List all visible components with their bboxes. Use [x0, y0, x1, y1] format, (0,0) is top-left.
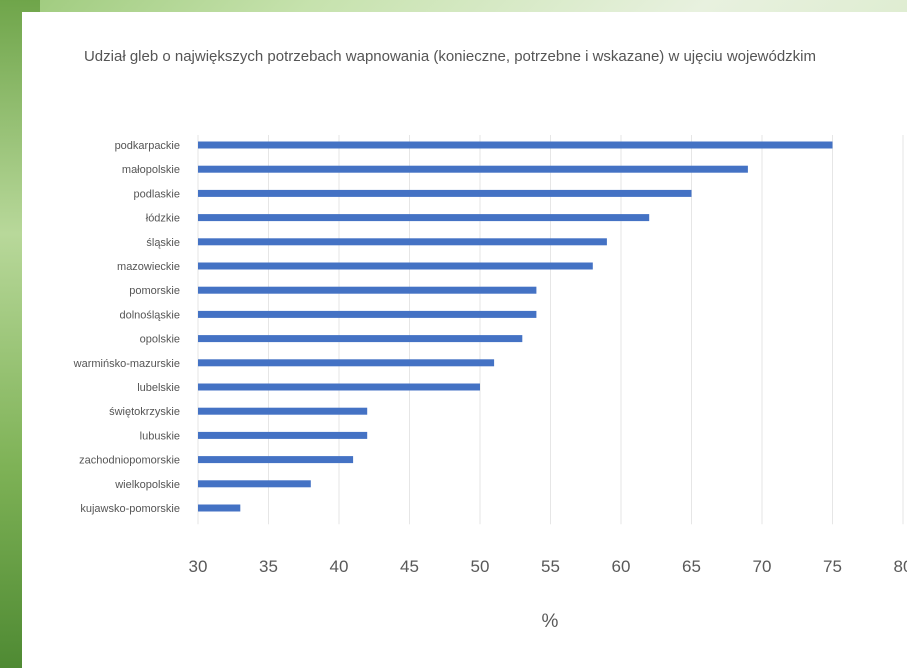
y-category-label: świętokrzyskie	[109, 406, 180, 418]
y-category-label: opolskie	[140, 334, 180, 346]
x-tick-label: 65	[682, 557, 701, 576]
bar	[198, 262, 593, 270]
bar	[198, 504, 241, 512]
bar	[198, 141, 833, 149]
bar	[198, 456, 354, 464]
x-tick-label: 50	[471, 557, 490, 576]
x-tick-label: 45	[400, 557, 419, 576]
x-tick-label: 75	[823, 557, 842, 576]
y-category-label: wielkopolskie	[114, 479, 180, 491]
bar	[198, 335, 523, 343]
y-category-label: lubelskie	[137, 382, 180, 394]
x-tick-label: 30	[189, 557, 208, 576]
y-category-label: śląskie	[146, 237, 180, 249]
bar	[198, 480, 311, 488]
y-category-label: dolnośląskie	[119, 309, 180, 321]
x-axis-title: %	[542, 611, 559, 632]
x-tick-label: 70	[753, 557, 772, 576]
y-category-label: zachodniopomorskie	[79, 455, 180, 467]
bar	[198, 383, 480, 391]
x-tick-label: 40	[330, 557, 349, 576]
bar	[198, 407, 368, 415]
y-category-label: mazowieckie	[117, 261, 180, 273]
y-category-label: podlaskie	[134, 188, 180, 200]
bar	[198, 214, 650, 222]
bar	[198, 189, 692, 197]
bar	[198, 359, 495, 367]
y-category-label: kujawsko-pomorskie	[80, 503, 180, 515]
bar	[198, 431, 368, 439]
x-tick-label: 55	[541, 557, 560, 576]
x-tick-label: 35	[259, 557, 278, 576]
bar	[198, 286, 537, 294]
y-category-label: małopolskie	[122, 164, 180, 176]
y-category-label: podkarpackie	[115, 140, 180, 152]
y-category-label: lubuskie	[140, 430, 180, 442]
y-category-label: pomorskie	[129, 285, 180, 297]
x-tick-label: 80	[894, 557, 907, 576]
bar	[198, 165, 748, 173]
bar	[198, 310, 537, 318]
y-category-label: warmińsko-mazurskie	[73, 358, 180, 370]
bar	[198, 238, 607, 246]
x-tick-label: 60	[612, 557, 631, 576]
y-category-label: łódzkie	[146, 213, 180, 225]
chart-title: Udział gleb o największych potrzebach wa…	[83, 48, 817, 65]
